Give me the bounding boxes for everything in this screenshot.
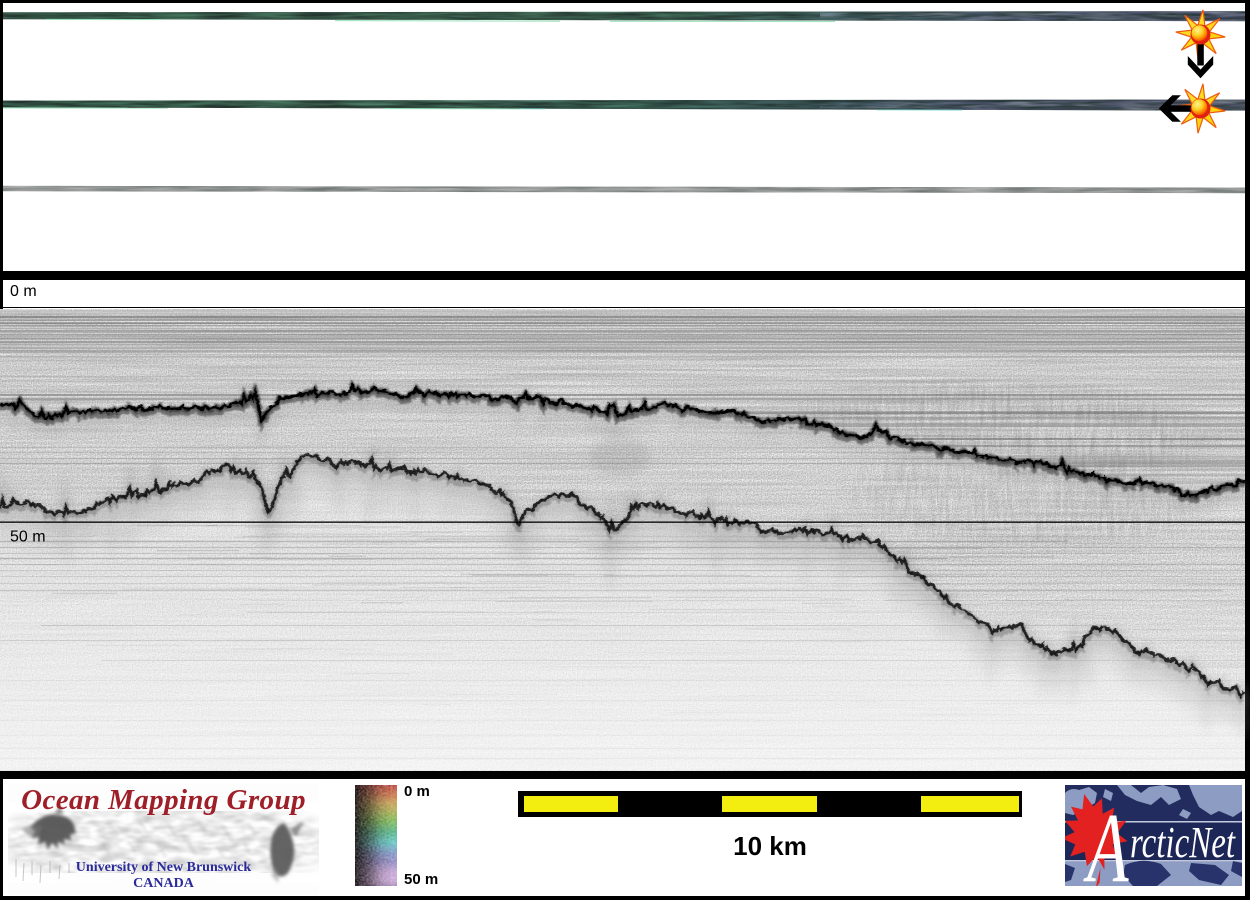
svg-text:50 m: 50 m — [10, 528, 46, 545]
svg-text:A: A — [1083, 793, 1129, 886]
svg-text:rcticNet: rcticNet — [1130, 819, 1236, 868]
